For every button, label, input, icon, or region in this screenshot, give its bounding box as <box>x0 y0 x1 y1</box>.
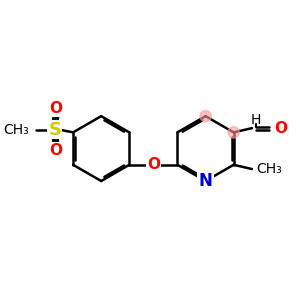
Text: CH₃: CH₃ <box>256 162 282 176</box>
Text: S: S <box>48 121 61 139</box>
Text: H: H <box>251 113 261 127</box>
Text: O: O <box>50 101 63 116</box>
Text: O: O <box>147 157 160 172</box>
Circle shape <box>228 127 239 138</box>
Text: CH₃: CH₃ <box>4 123 29 136</box>
Text: O: O <box>50 143 63 158</box>
Circle shape <box>200 110 211 122</box>
Text: O: O <box>274 121 287 136</box>
Text: N: N <box>199 172 212 190</box>
